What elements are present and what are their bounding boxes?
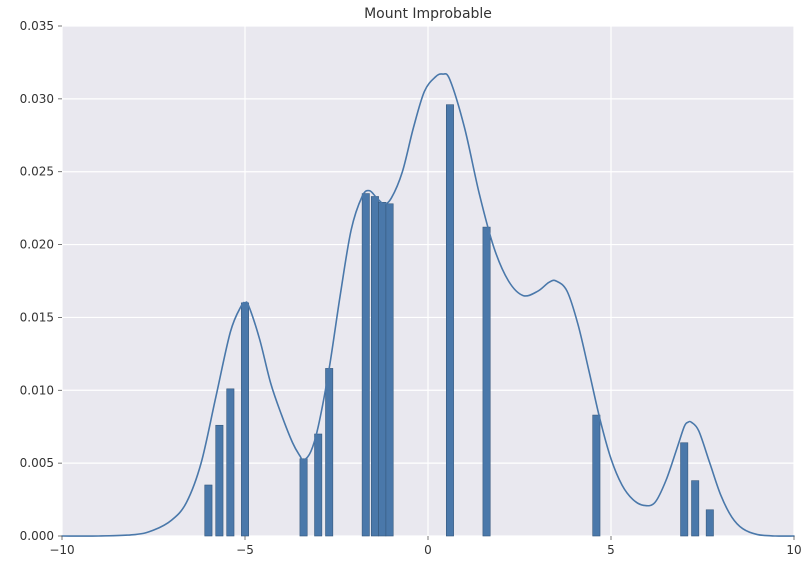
histogram-bar [216,425,223,536]
x-tick-label: −5 [236,543,254,557]
y-tick-label: 0.035 [20,19,54,33]
histogram-bar [326,368,333,536]
histogram-bar [386,204,393,536]
x-tick-label: 5 [607,543,615,557]
histogram-bar [681,443,688,536]
chart-title: Mount Improbable [364,6,492,22]
histogram-bar [371,196,378,536]
histogram-bar [300,459,307,536]
histogram-bar [446,105,453,536]
y-tick-label: 0.010 [20,383,54,397]
y-tick-label: 0.015 [20,310,54,324]
x-tick-label: 10 [786,543,801,557]
histogram-bar [362,194,369,536]
x-tick-label: −10 [49,543,74,557]
histogram-bar [706,510,713,536]
y-tick-label: 0.025 [20,165,54,179]
density-chart: −10 −5 0 5 10 0.000 0.005 0.010 0.015 0.020 0.025 0… [0,0,812,562]
histogram-bar [227,389,234,536]
y-tick-label: 0.000 [20,529,54,543]
y-tick-label: 0.020 [20,238,54,252]
histogram-bar [483,227,490,536]
y-tick-label: 0.030 [20,92,54,106]
histogram-bar [692,481,699,536]
x-tick-label: 0 [424,543,432,557]
histogram-bar [315,434,322,536]
histogram-bar [205,485,212,536]
histogram-bar [379,202,386,536]
histogram-bar [593,415,600,536]
histogram-bar [241,303,248,536]
y-tick-label: 0.005 [20,456,54,470]
